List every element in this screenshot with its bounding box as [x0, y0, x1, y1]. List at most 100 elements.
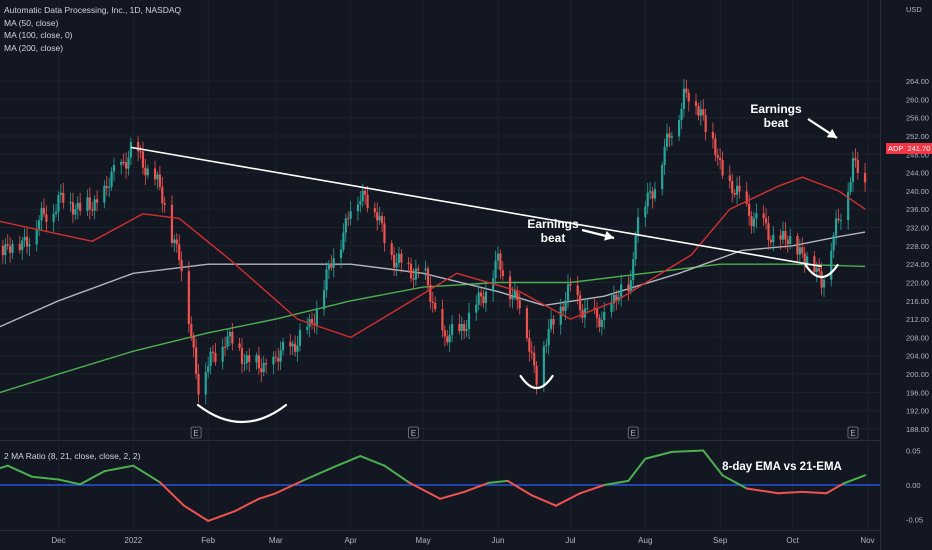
candle-body: [610, 303, 613, 312]
candle-body: [564, 300, 567, 311]
x-tick-label: Nov: [860, 536, 874, 545]
x-tick-label: May: [416, 536, 431, 545]
indicator-segment: [463, 481, 490, 493]
candle-body: [296, 345, 299, 352]
indicator-segment: [530, 494, 557, 507]
candle-body: [450, 323, 454, 335]
y-tick-label: 248.00: [906, 150, 929, 159]
candle-body: [289, 341, 292, 347]
candle-body: [796, 235, 799, 255]
earnings-annotation-2-line-2: beat: [764, 116, 789, 130]
candle-body: [593, 307, 596, 310]
candle-body: [822, 279, 826, 288]
y-tick-label: 208.00: [906, 333, 929, 342]
candle-body: [139, 151, 142, 153]
candle-body: [632, 259, 635, 281]
legend-ma-50[interactable]: MA (50, close): [4, 17, 59, 28]
indicator-segment: [670, 449, 705, 453]
candle-body: [644, 206, 647, 218]
candle-body: [699, 109, 702, 116]
candle-body: [95, 199, 99, 203]
candle-body: [221, 346, 224, 362]
candle-body: [460, 324, 463, 331]
candle-body: [620, 284, 623, 297]
legend-ma-200[interactable]: MA (200, close): [4, 42, 64, 53]
bottom-arc: [519, 374, 554, 390]
indicator-segment: [274, 479, 304, 495]
y-tick-label: 204.00: [906, 352, 929, 361]
candle-body: [434, 302, 437, 310]
bottom-arcs-layer: [196, 118, 839, 423]
price-tag-symbol: ADP: [888, 144, 904, 153]
candle-body: [815, 267, 818, 273]
y-tick-label: 196.00: [906, 388, 929, 397]
arrow-head: [826, 128, 837, 138]
candle-body: [40, 208, 43, 221]
indicator-segment: [301, 466, 335, 482]
candle-body: [88, 197, 91, 210]
indicator-segment: [233, 497, 260, 513]
candle-body: [431, 301, 434, 303]
candle-body: [806, 256, 809, 263]
legend-ma-100[interactable]: MA (100, close, 0): [4, 30, 73, 40]
indicator-segment: [158, 481, 186, 507]
candle-body: [735, 185, 739, 195]
candle-body: [163, 203, 166, 205]
candle-body: [281, 341, 285, 351]
bottom-arc: [196, 403, 288, 423]
x-tick-label: Apr: [344, 536, 357, 545]
candle-body: [530, 351, 533, 353]
candle-body: [255, 355, 258, 363]
candle-body: [501, 270, 504, 277]
candle-body: [158, 174, 161, 187]
candle-body: [342, 232, 345, 250]
candle-body: [175, 239, 178, 245]
indicator-legend[interactable]: 2 MA Ratio (8, 21, close, close, 2, 2): [4, 451, 141, 461]
bottom-arc: [804, 263, 839, 279]
candle-body: [204, 372, 207, 395]
candle-body: [231, 331, 234, 344]
candle-body: [349, 211, 352, 219]
candle-body: [366, 194, 369, 209]
candle-body: [467, 312, 471, 329]
trendline: [130, 146, 822, 268]
candle-body: [124, 162, 128, 169]
candle-body: [576, 285, 579, 296]
candle-body: [704, 115, 707, 133]
candle-body: [755, 213, 758, 219]
chart-title: Automatic Data Processing, Inc., 1D, NAS…: [4, 5, 182, 15]
candle-body: [108, 186, 111, 188]
earnings-annotation-2-line-1: Earnings: [750, 102, 802, 116]
indicator-y-tick: 0.00: [906, 481, 921, 490]
candle-body: [550, 319, 553, 330]
x-tick-label: Aug: [638, 536, 652, 545]
candle-body: [347, 218, 350, 220]
time-axis-border: [0, 530, 880, 531]
candle-body: [834, 218, 838, 236]
candle-body: [110, 171, 113, 187]
earnings-marker: [190, 426, 202, 439]
candle-body: [170, 204, 174, 243]
y-tick-label: 228.00: [906, 242, 929, 251]
candle-body: [629, 280, 632, 292]
candle-body: [86, 197, 89, 211]
indicator-segment: [57, 478, 82, 486]
candle-body: [197, 373, 200, 395]
candle-body: [325, 269, 328, 291]
candle-body: [71, 202, 75, 215]
candle-body: [714, 138, 717, 156]
candle-body: [238, 343, 241, 349]
candle-body: [28, 244, 31, 247]
candle-body: [79, 202, 82, 211]
y-tick-label: 264.00: [906, 77, 929, 86]
candle-body: [847, 192, 850, 221]
candle-body: [595, 309, 599, 318]
candle-body: [528, 338, 531, 352]
candle-body: [429, 285, 432, 302]
candle-body: [6, 244, 9, 246]
candle-body: [376, 212, 379, 221]
candle-body: [484, 291, 488, 304]
candle-body: [685, 88, 688, 93]
candle-body: [849, 182, 852, 193]
